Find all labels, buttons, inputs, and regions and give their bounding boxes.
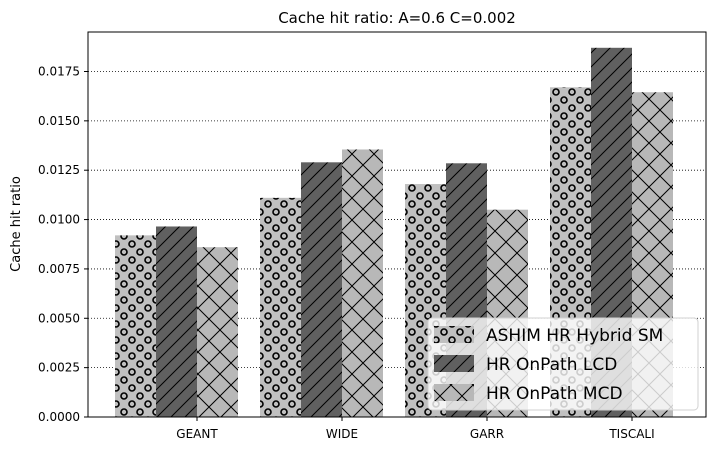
bar-geant-1: [115, 235, 156, 417]
y-tick-label: 0.0150: [38, 114, 80, 128]
plot-frame: [87, 31, 707, 418]
y-tick-label: 0.0025: [38, 361, 80, 375]
y-tick-label: 0.0175: [38, 64, 80, 78]
y-tick-label: 0.0050: [38, 311, 80, 325]
y-tick-label: 0.0075: [38, 262, 80, 276]
x-axis-ticks: GEANT WIDE GARR TISCALI: [176, 417, 655, 441]
legend-swatch: [434, 326, 474, 343]
y-tick-label: 0.0100: [38, 213, 80, 227]
bars: [115, 47, 673, 418]
legend-box: [427, 317, 699, 411]
y-axis-label: Cache hit ratio: [9, 176, 24, 272]
x-tick-label: TISCALI: [608, 427, 654, 441]
x-tick-label: GARR: [470, 427, 504, 441]
y-axis-ticks: 0.0000 0.0025 0.0050 0.0075 0.0100 0.0125 0.01…: [38, 64, 88, 424]
chart-title: Cache hit ratio: A=0.6 C=0.002: [278, 9, 516, 27]
legend-label: HR OnPath LCD: [486, 355, 617, 375]
legend-swatch: [434, 384, 474, 401]
legend-label: ASHIM HR Hybrid SM: [486, 326, 663, 346]
bar-geant-2: [156, 226, 197, 417]
x-tick-label: WIDE: [326, 427, 358, 441]
y-tick-label: 0.0125: [38, 163, 80, 177]
legend-label: HR OnPath MCD: [486, 384, 623, 404]
bar-wide-3: [342, 149, 383, 417]
bar-wide-1: [260, 197, 301, 417]
bar-wide-2: [301, 162, 342, 417]
legend: ASHIM HR Hybrid SM HR OnPath LCD HR OnPath…: [427, 317, 699, 411]
x-tick-label: GEANT: [176, 427, 218, 441]
y-tick-label: 0.0000: [38, 410, 80, 424]
legend-swatch: [434, 355, 474, 372]
bar-geant-3: [197, 247, 238, 417]
